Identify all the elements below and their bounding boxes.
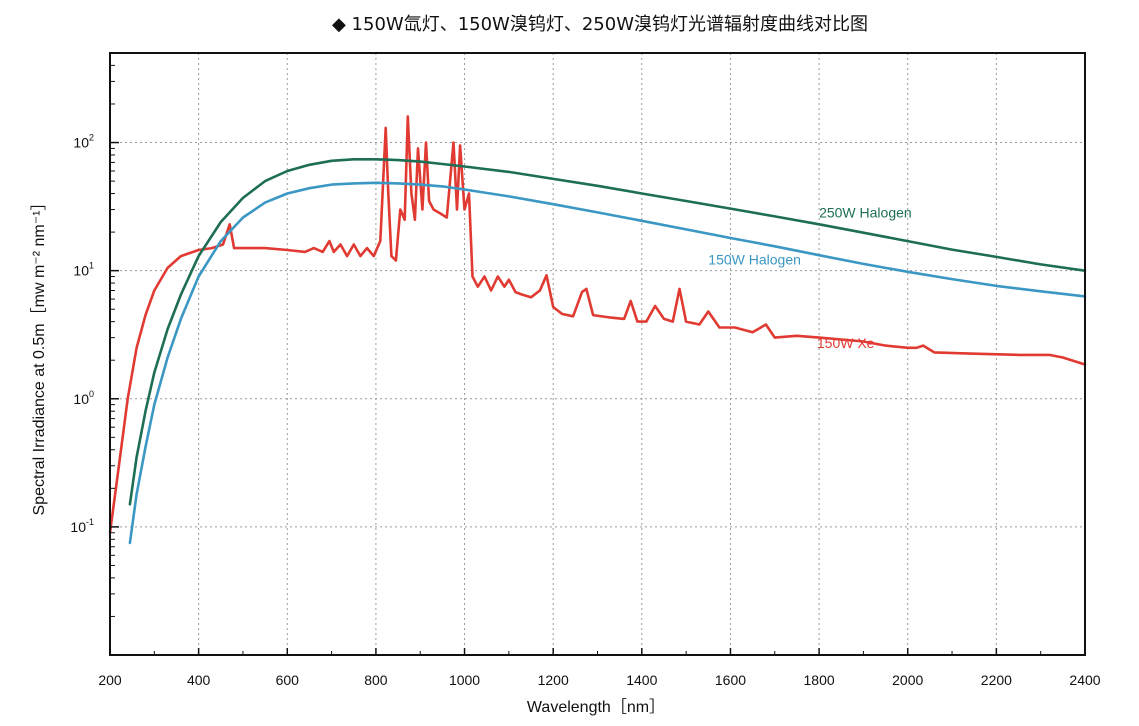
plot-frame xyxy=(109,52,1086,656)
x-tick-label: 1000 xyxy=(449,672,480,688)
x-tick-label: 600 xyxy=(276,672,300,688)
x-tick-label: 800 xyxy=(364,672,388,688)
x-tick-label: 2200 xyxy=(981,672,1012,688)
grid xyxy=(110,53,1085,655)
series-label-150w-xe: 150W Xe xyxy=(817,335,875,351)
y-tick-label: 102 xyxy=(73,133,94,151)
x-tick-label: 2400 xyxy=(1069,672,1100,688)
y-tick-label: 101 xyxy=(73,261,94,279)
series-line-150w-halogen xyxy=(128,181,1087,545)
x-tick-label: 1600 xyxy=(715,672,746,688)
y-tick-label: 100 xyxy=(73,389,94,407)
series-line-150w-xe xyxy=(108,115,1087,535)
series-layer: 150W Xe 150W Halogen 250W Halogen xyxy=(108,115,1087,545)
series-label-250w-halogen: 250W Halogen xyxy=(819,204,912,220)
x-tick-label: 1400 xyxy=(626,672,657,688)
series-line-250w-halogen xyxy=(128,158,1087,506)
axis-ticks: 200 400 600 800 1000 1200 1400 1600 1800 2000 2200… xyxy=(70,64,1101,688)
x-tick-label: 200 xyxy=(98,672,122,688)
y-tick-label: 10-1 xyxy=(70,517,94,535)
y-axis-label: Spectral Irradiance at 0.5m［mw m⁻² nm⁻¹］ xyxy=(30,195,48,516)
x-tick-label: 1200 xyxy=(538,672,569,688)
x-tick-label: 2000 xyxy=(892,672,923,688)
x-axis-label: Wavelength［nm］ xyxy=(527,698,665,716)
x-tick-label: 400 xyxy=(187,672,211,688)
chart-title: ◆ 150W氙灯、150W溴钨灯、250W溴钨灯光谱辐射度曲线对比图 xyxy=(332,14,868,35)
series-label-150w-halogen: 150W Halogen xyxy=(708,251,801,267)
x-tick-label: 1800 xyxy=(804,672,835,688)
